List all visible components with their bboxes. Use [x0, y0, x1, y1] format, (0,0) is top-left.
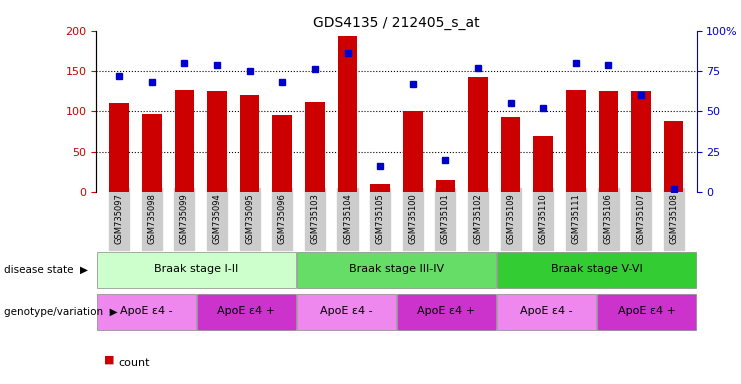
- Text: ApoE ε4 -: ApoE ε4 -: [120, 306, 173, 316]
- Bar: [338, 36, 357, 192]
- Text: count: count: [119, 358, 150, 368]
- Text: ■: ■: [104, 355, 118, 365]
- Text: ApoE ε4 -: ApoE ε4 -: [320, 306, 373, 316]
- Bar: [501, 117, 520, 192]
- Text: Braak stage III-IV: Braak stage III-IV: [349, 264, 444, 274]
- Bar: [97, 294, 196, 330]
- Bar: [207, 91, 227, 192]
- Bar: [468, 77, 488, 192]
- Text: genotype/variation  ▶: genotype/variation ▶: [4, 307, 117, 317]
- Text: disease state  ▶: disease state ▶: [4, 265, 87, 275]
- Bar: [403, 111, 422, 192]
- Bar: [370, 184, 390, 192]
- Bar: [566, 90, 585, 192]
- Bar: [664, 121, 683, 192]
- Bar: [599, 91, 618, 192]
- Text: ApoE ε4 -: ApoE ε4 -: [520, 306, 573, 316]
- Bar: [497, 294, 596, 330]
- Bar: [305, 102, 325, 192]
- Bar: [240, 95, 259, 192]
- Text: Braak stage I-II: Braak stage I-II: [154, 264, 239, 274]
- Bar: [297, 252, 496, 288]
- Text: Braak stage V-VI: Braak stage V-VI: [551, 264, 642, 274]
- Bar: [497, 252, 696, 288]
- Text: ApoE ε4 +: ApoE ε4 +: [617, 306, 676, 316]
- Bar: [273, 115, 292, 192]
- Text: ApoE ε4 +: ApoE ε4 +: [217, 306, 276, 316]
- Bar: [436, 180, 455, 192]
- Bar: [97, 252, 296, 288]
- Bar: [110, 103, 129, 192]
- Bar: [175, 90, 194, 192]
- Bar: [142, 114, 162, 192]
- Bar: [597, 294, 696, 330]
- Bar: [297, 294, 396, 330]
- Bar: [197, 294, 296, 330]
- Text: ApoE ε4 +: ApoE ε4 +: [417, 306, 476, 316]
- Title: GDS4135 / 212405_s_at: GDS4135 / 212405_s_at: [313, 16, 479, 30]
- Bar: [397, 294, 496, 330]
- Bar: [534, 136, 553, 192]
- Bar: [631, 91, 651, 192]
